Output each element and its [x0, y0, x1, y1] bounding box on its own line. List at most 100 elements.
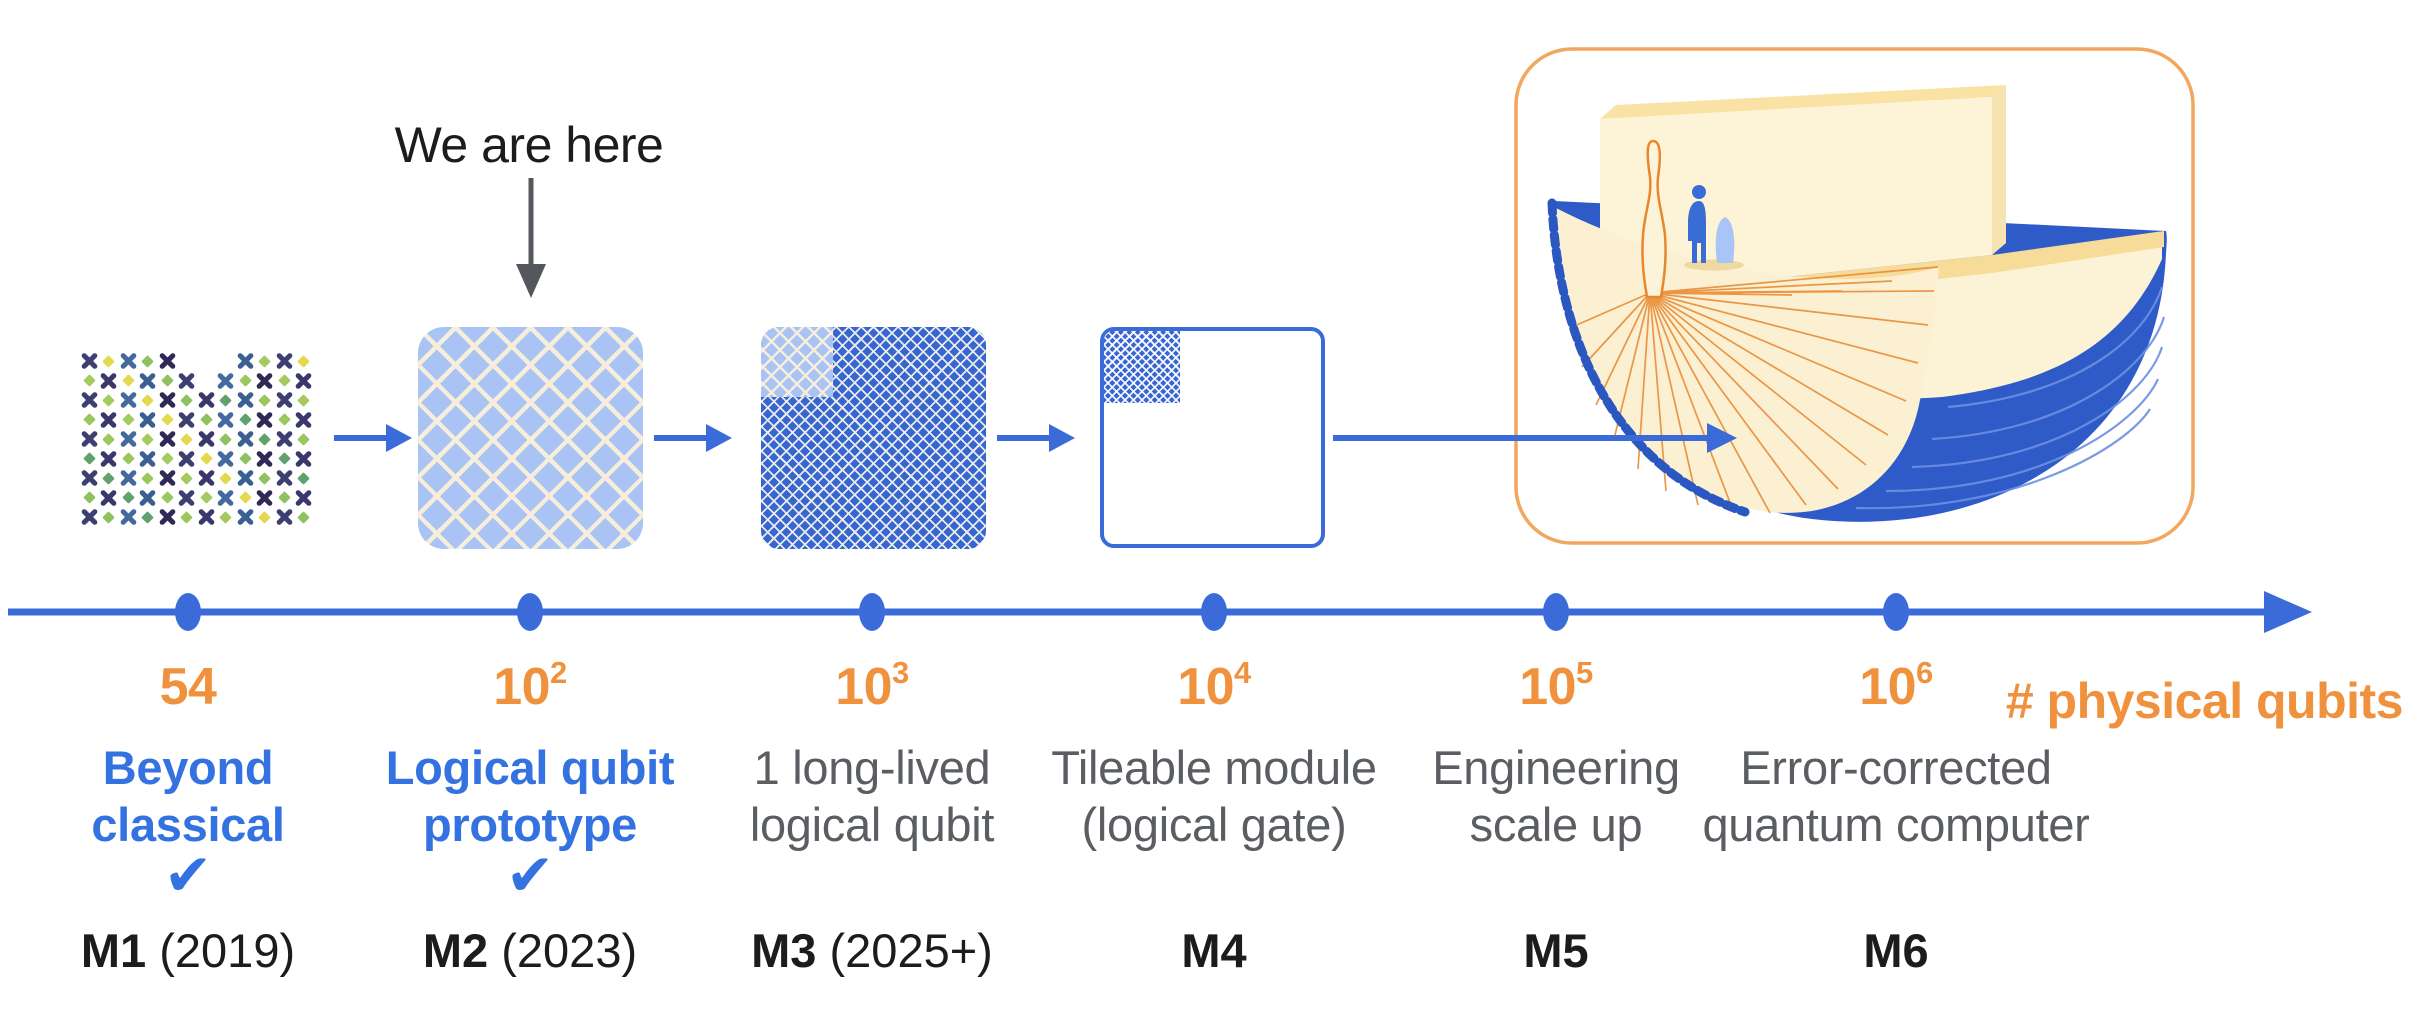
qubit-x-mark — [178, 372, 196, 390]
qubit-x-mark — [217, 450, 235, 468]
qubit-x-mark — [158, 352, 176, 370]
coupler-diamond — [258, 393, 271, 407]
coupler-diamond — [141, 354, 154, 368]
qubit-x-mark — [197, 391, 215, 409]
coupler-diamond — [82, 452, 96, 465]
coupler-diamond — [258, 471, 271, 485]
qubit-x-mark — [119, 391, 137, 409]
qubit-x-mark — [80, 391, 98, 409]
timeline-dot-m4 — [1201, 593, 1227, 631]
qubit-x-mark — [119, 469, 137, 487]
milestone-id-label: M5 — [1523, 924, 1589, 977]
qubit-x-mark — [256, 411, 274, 429]
qubit-x-mark — [100, 450, 118, 468]
qubit-x-mark — [178, 450, 196, 468]
qubit-x-mark — [275, 508, 293, 526]
timeline-dot-m1 — [175, 593, 201, 631]
milestone-description: Logical qubit prototype — [385, 741, 675, 851]
qubit-x-mark — [100, 411, 118, 429]
coupler-diamond — [219, 510, 232, 524]
qubit-x-mark — [275, 391, 293, 409]
flow-arrow-icon — [654, 424, 732, 452]
coupler-diamond — [238, 491, 252, 504]
coupler-diamond — [102, 393, 115, 407]
coupler-diamond — [82, 413, 96, 426]
qubit-count: 104 — [1177, 655, 1251, 716]
coupler-diamond — [121, 413, 135, 426]
qubit-x-mark — [119, 508, 137, 526]
coupler-diamond — [102, 354, 115, 368]
coupler-diamond — [297, 432, 310, 446]
timeline-dot-m6 — [1883, 593, 1909, 631]
qubit-x-mark — [256, 372, 274, 390]
coupler-diamond — [82, 374, 96, 387]
qubit-x-mark — [197, 430, 215, 448]
coupler-diamond — [238, 374, 252, 387]
coupler-diamond — [141, 510, 154, 524]
coupler-diamond — [258, 510, 271, 524]
qubit-x-mark — [197, 469, 215, 487]
coupler-diamond — [277, 374, 291, 387]
qubit-x-mark — [100, 372, 118, 390]
qubit-x-mark — [178, 411, 196, 429]
coupler-diamond — [141, 432, 154, 446]
milestone-id-label: M4 — [1181, 924, 1247, 977]
coupler-diamond — [180, 471, 193, 485]
qubit-count: 105 — [1519, 655, 1593, 716]
quantum-datacenter-illustration — [1514, 47, 2195, 545]
coupler-diamond — [297, 510, 310, 524]
coupler-diamond — [121, 491, 135, 504]
qubit-x-mark — [158, 469, 176, 487]
coupler-diamond — [199, 452, 213, 465]
milestone-description: Error-corrected quantum computer — [1702, 741, 2090, 851]
qubit-count: 106 — [1859, 655, 1933, 716]
milestone-column-m4: 104 Tileable module (logical gate) M4 — [1004, 655, 1424, 995]
coupler-diamond — [180, 432, 193, 446]
qubit-x-mark — [158, 508, 176, 526]
qubit-x-mark — [139, 450, 157, 468]
qubit-x-mark — [197, 508, 215, 526]
qubit-x-mark — [158, 391, 176, 409]
qubit-x-mark — [295, 411, 313, 429]
coupler-diamond — [238, 452, 252, 465]
qubit-x-mark — [139, 489, 157, 507]
qubit-x-mark — [236, 469, 254, 487]
qubit-x-mark — [119, 352, 137, 370]
coupler-diamond — [219, 432, 232, 446]
axis-unit-label: # physical qubits — [2005, 673, 2404, 729]
coupler-diamond — [102, 510, 115, 524]
coupler-diamond — [277, 413, 291, 426]
coupler-diamond — [199, 491, 213, 504]
qubit-x-mark — [139, 372, 157, 390]
checkmark-icon: ✔ — [163, 843, 213, 908]
coupler-diamond — [219, 393, 232, 407]
coupler-diamond — [102, 432, 115, 446]
coupler-diamond — [180, 510, 193, 524]
milestone-description: Engineering scale up — [1432, 741, 1680, 851]
coupler-diamond — [121, 374, 135, 387]
coupler-diamond — [180, 393, 193, 407]
coupler-diamond — [238, 413, 252, 426]
coupler-diamond — [219, 471, 232, 485]
qubit-count: 103 — [835, 655, 909, 716]
qubit-x-mark — [217, 372, 235, 390]
qubit-x-mark — [236, 508, 254, 526]
qubit-count: 102 — [493, 655, 567, 716]
coupler-diamond — [258, 432, 271, 446]
qubit-count: 54 — [159, 658, 217, 716]
coupler-diamond — [199, 413, 213, 426]
milestone-column-m1: 54 Beyond classical ✔ M1 (2019) — [0, 655, 398, 995]
coupler-diamond — [121, 452, 135, 465]
qubit-x-mark — [119, 430, 137, 448]
timeline-axis — [8, 591, 2312, 633]
qubit-x-mark — [275, 430, 293, 448]
qubit-x-mark — [80, 469, 98, 487]
coupler-diamond — [160, 452, 174, 465]
qubit-x-mark — [217, 411, 235, 429]
qubit-x-mark — [295, 450, 313, 468]
coupler-diamond — [297, 471, 310, 485]
qubit-x-mark — [80, 508, 98, 526]
coupler-diamond — [160, 413, 174, 426]
m4-tileable-module-icon — [1100, 327, 1325, 548]
